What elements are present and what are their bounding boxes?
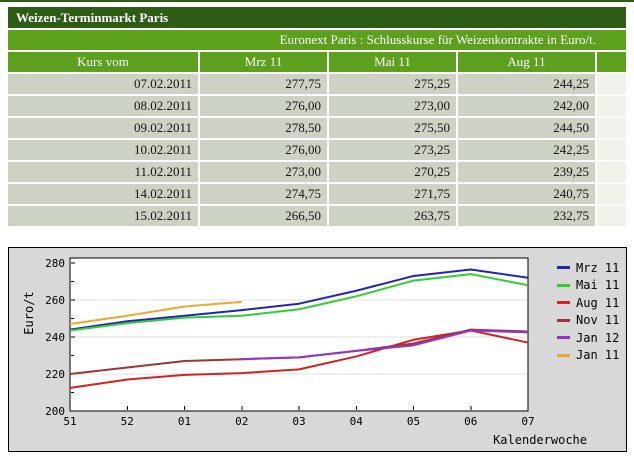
date-cell: 14.02.2011 <box>8 184 198 204</box>
legend-item: Mai 11 <box>557 277 619 295</box>
table-row: 07.02.2011 277,75 275,25 244,25 <box>8 74 626 94</box>
table-header-row: Kurs vom Mrz 11 Mai 11 Aug 11 <box>8 52 626 72</box>
spacer-cell <box>597 162 626 182</box>
price-cell: 266,50 <box>200 206 327 226</box>
price-cell: 263,75 <box>329 206 456 226</box>
price-cell: 244,25 <box>458 74 595 94</box>
svg-text:05: 05 <box>407 415 420 428</box>
column-header-mrz11: Mrz 11 <box>200 52 327 72</box>
legend-label: Mai 11 <box>576 278 620 293</box>
price-cell: 239,25 <box>458 162 595 182</box>
price-cell: 232,75 <box>458 206 595 226</box>
chart-plot-svg: 200 220 240 260 280 51 52 01 02 03 04 05 06 07 <box>45 257 535 428</box>
price-cell: 244,50 <box>458 118 595 138</box>
svg-text:280: 280 <box>45 257 65 270</box>
price-cell: 270,25 <box>329 162 456 182</box>
price-cell: 273,00 <box>329 96 456 116</box>
date-cell: 07.02.2011 <box>8 74 198 94</box>
spacer-cell <box>597 74 626 94</box>
price-cell: 275,50 <box>329 118 456 138</box>
svg-text:04: 04 <box>350 415 364 428</box>
svg-text:03: 03 <box>292 415 305 428</box>
svg-text:06: 06 <box>464 415 477 428</box>
table-row: 10.02.2011 276,00 273,25 242,25 <box>8 140 626 160</box>
legend-color-dash <box>557 301 570 305</box>
svg-text:260: 260 <box>45 294 65 307</box>
legend-color-dash <box>557 336 570 340</box>
svg-text:01: 01 <box>178 415 191 428</box>
table-row: 15.02.2011 266,50 263,75 232,75 <box>8 206 626 226</box>
futures-price-table: Weizen-Terminmarkt Paris Euronext Paris … <box>6 5 628 228</box>
price-cell: 273,00 <box>200 162 327 182</box>
legend-item: Aug 11 <box>557 294 619 312</box>
legend-item: Mrz 11 <box>557 259 619 277</box>
svg-text:07: 07 <box>521 415 534 428</box>
svg-text:200: 200 <box>45 405 65 418</box>
spacer-cell <box>597 140 626 160</box>
column-header-mai11: Mai 11 <box>329 52 456 72</box>
price-cell: 278,50 <box>200 118 327 138</box>
legend-item: Jan 11 <box>557 347 619 365</box>
futures-line-chart: 200 220 240 260 280 51 52 01 02 03 04 05 06 07 Euro/t… <box>8 247 627 452</box>
price-cell: 273,25 <box>329 140 456 160</box>
svg-text:52: 52 <box>121 415 134 428</box>
legend-color-dash <box>557 353 570 357</box>
legend-label: Jan 12 <box>576 330 620 345</box>
table-row: 11.02.2011 273,00 270,25 239,25 <box>8 162 626 182</box>
svg-text:220: 220 <box>45 368 65 381</box>
table-row: 08.02.2011 276,00 273,00 242,00 <box>8 96 626 116</box>
legend-label: Jan 11 <box>576 348 620 363</box>
legend-label: Mrz 11 <box>576 260 620 275</box>
price-cell: 242,00 <box>458 96 595 116</box>
svg-text:240: 240 <box>45 331 65 344</box>
chart-legend: Mrz 11 Mai 11 Aug 11 Nov 11 Jan 12 Jan 11 <box>557 259 619 364</box>
date-cell: 08.02.2011 <box>8 96 198 116</box>
price-cell: 240,75 <box>458 184 595 204</box>
spacer-cell <box>597 206 626 226</box>
table-subtitle-row: Euronext Paris : Schlusskurse für Weizen… <box>8 30 626 50</box>
date-cell: 11.02.2011 <box>8 162 198 182</box>
column-header-blank <box>597 52 626 72</box>
x-axis-title: Kalenderwoche <box>493 433 587 447</box>
legend-color-dash <box>557 283 570 287</box>
legend-label: Nov 11 <box>576 313 620 328</box>
spacer-cell <box>597 96 626 116</box>
svg-text:02: 02 <box>235 415 248 428</box>
price-cell: 276,00 <box>200 96 327 116</box>
price-cell: 271,75 <box>329 184 456 204</box>
legend-item: Nov 11 <box>557 312 619 330</box>
date-cell: 09.02.2011 <box>8 118 198 138</box>
svg-text:51: 51 <box>63 415 76 428</box>
price-cell: 274,75 <box>200 184 327 204</box>
price-cell: 242,25 <box>458 140 595 160</box>
y-axis-title: Euro/t <box>22 291 36 335</box>
date-cell: 10.02.2011 <box>8 140 198 160</box>
legend-label: Aug 11 <box>576 295 620 310</box>
table-row: 14.02.2011 274,75 271,75 240,75 <box>8 184 626 204</box>
page-top-border <box>0 0 634 2</box>
spacer-cell <box>597 184 626 204</box>
table-row: 09.02.2011 278,50 275,50 244,50 <box>8 118 626 138</box>
table-title: Weizen-Terminmarkt Paris <box>8 7 626 28</box>
spacer-cell <box>597 118 626 138</box>
price-cell: 276,00 <box>200 140 327 160</box>
table-subtitle: Euronext Paris : Schlusskurse für Weizen… <box>8 30 626 50</box>
table-title-row: Weizen-Terminmarkt Paris <box>8 7 626 28</box>
legend-item: Jan 12 <box>557 329 619 347</box>
legend-color-dash <box>557 318 570 322</box>
column-header-kurs-vom: Kurs vom <box>8 52 198 72</box>
date-cell: 15.02.2011 <box>8 206 198 226</box>
legend-color-dash <box>557 266 570 270</box>
price-cell: 277,75 <box>200 74 327 94</box>
column-header-aug11: Aug 11 <box>458 52 595 72</box>
price-cell: 275,25 <box>329 74 456 94</box>
